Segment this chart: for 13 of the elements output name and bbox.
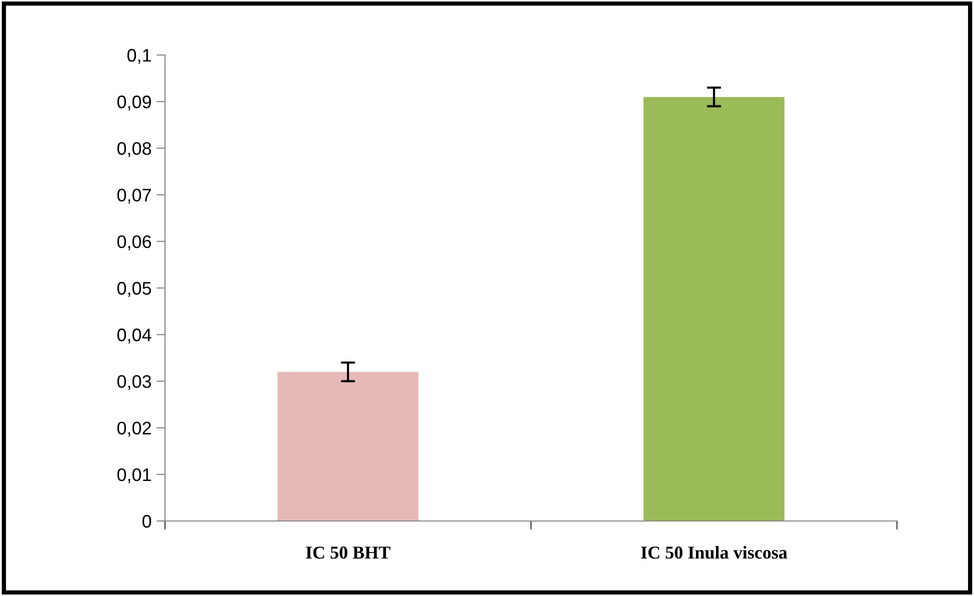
y-tick-label: 0,07 [117,188,151,204]
y-tick-label: 0,04 [117,328,152,344]
y-tick-label: 0,03 [117,375,152,390]
y-tick-label: 0,02 [117,422,151,437]
y-tick-label: 0,09 [117,96,151,110]
x-tick-label: IC 50 Inula viscosa [641,546,788,559]
y-tick-label: 0 [142,514,152,528]
y-tick-label: 0,06 [117,235,152,250]
y-tick-label: 0,08 [117,142,152,158]
y-tick-label: 0,01 [117,468,151,484]
x-tick-label: IC 50 BHT [306,546,390,559]
y-tick-label: 0,1 [127,48,151,64]
y-tick-label: 0,05 [117,282,152,297]
